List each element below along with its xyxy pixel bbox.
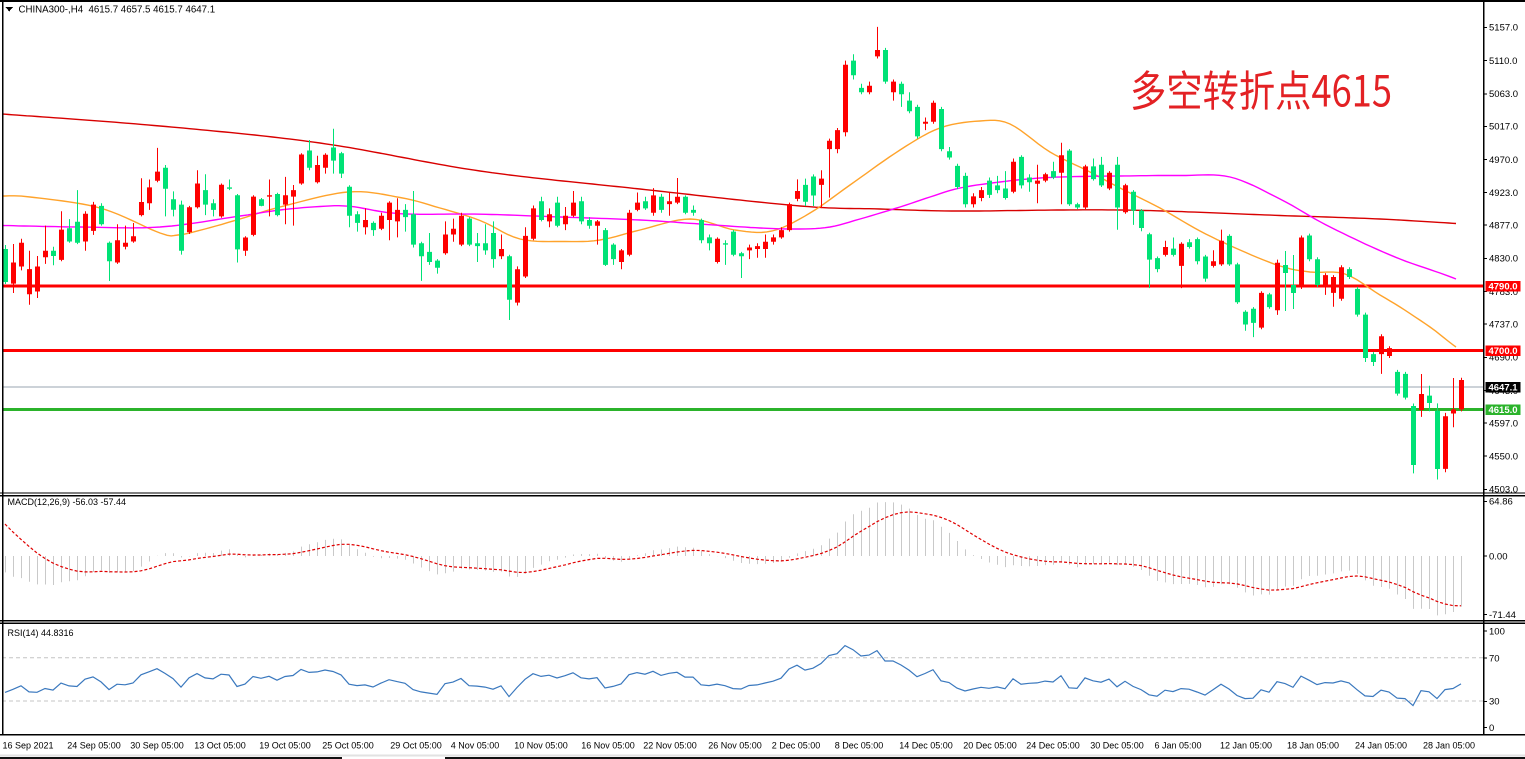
svg-text:22 Nov 05:00: 22 Nov 05:00 <box>643 741 697 751</box>
svg-text:5063.0: 5063.0 <box>1489 89 1518 100</box>
svg-text:25 Oct 05:00: 25 Oct 05:00 <box>322 741 374 751</box>
svg-text:CHINA300-,H4 4615.7 4657.5 46: CHINA300-,H4 4615.7 4657.5 4615.7 4647.1 <box>19 5 216 16</box>
svg-text:24 Dec 05:00: 24 Dec 05:00 <box>1026 741 1080 751</box>
svg-text:24 Jan 05:00: 24 Jan 05:00 <box>1355 741 1407 751</box>
svg-text:4923.0: 4923.0 <box>1489 188 1518 199</box>
svg-text:4615.0: 4615.0 <box>1488 405 1517 416</box>
svg-text:100: 100 <box>1489 626 1505 637</box>
svg-text:20 Dec 05:00: 20 Dec 05:00 <box>963 741 1017 751</box>
svg-text:64.86: 64.86 <box>1489 497 1513 508</box>
svg-text:19 Oct 05:00: 19 Oct 05:00 <box>259 741 311 751</box>
svg-text:4877.0: 4877.0 <box>1489 221 1518 232</box>
svg-text:RSI(14) 44.8316: RSI(14) 44.8316 <box>8 628 74 638</box>
svg-text:16 Nov 05:00: 16 Nov 05:00 <box>581 741 635 751</box>
svg-text:4790.0: 4790.0 <box>1488 281 1517 292</box>
svg-text:5017.0: 5017.0 <box>1489 122 1518 133</box>
svg-text:0.00: 0.00 <box>1489 551 1508 562</box>
svg-text:8 Dec 05:00: 8 Dec 05:00 <box>835 741 884 751</box>
svg-text:4970.0: 4970.0 <box>1489 155 1518 166</box>
svg-text:5110.0: 5110.0 <box>1489 56 1517 67</box>
svg-text:13 Oct 05:00: 13 Oct 05:00 <box>194 741 246 751</box>
svg-text:6 Jan 05:00: 6 Jan 05:00 <box>1154 741 1201 751</box>
svg-text:70: 70 <box>1489 653 1500 664</box>
svg-text:4783.0: 4783.0 <box>1489 287 1518 298</box>
svg-text:30 Dec 05:00: 30 Dec 05:00 <box>1090 741 1144 751</box>
svg-text:28 Jan 05:00: 28 Jan 05:00 <box>1423 741 1475 751</box>
svg-text:30: 30 <box>1489 697 1500 708</box>
svg-text:10 Nov 05:00: 10 Nov 05:00 <box>514 741 568 751</box>
svg-text:4 Nov 05:00: 4 Nov 05:00 <box>451 741 500 751</box>
svg-text:4597.0: 4597.0 <box>1489 418 1518 429</box>
svg-text:-71.44: -71.44 <box>1489 610 1516 621</box>
svg-text:4550.0: 4550.0 <box>1489 452 1518 463</box>
svg-text:16 Sep 2021: 16 Sep 2021 <box>2 741 53 751</box>
svg-text:12 Jan 05:00: 12 Jan 05:00 <box>1220 741 1272 751</box>
svg-text:14 Dec 05:00: 14 Dec 05:00 <box>899 741 953 751</box>
svg-text:5157.0: 5157.0 <box>1489 23 1518 34</box>
svg-text:24 Sep 05:00: 24 Sep 05:00 <box>67 741 121 751</box>
svg-text:4647.1: 4647.1 <box>1488 382 1518 393</box>
svg-text:26 Nov 05:00: 26 Nov 05:00 <box>708 741 762 751</box>
svg-text:4737.0: 4737.0 <box>1489 319 1518 330</box>
svg-text:0: 0 <box>1489 723 1494 734</box>
svg-text:4690.0: 4690.0 <box>1489 353 1518 364</box>
svg-text:2 Dec 05:00: 2 Dec 05:00 <box>772 741 821 751</box>
svg-text:4830.0: 4830.0 <box>1489 254 1518 265</box>
svg-text:18 Jan 05:00: 18 Jan 05:00 <box>1287 741 1339 751</box>
svg-text:4503.0: 4503.0 <box>1489 485 1518 496</box>
svg-text:MACD(12,26,9) -56.03 -57.44: MACD(12,26,9) -56.03 -57.44 <box>8 497 127 507</box>
svg-text:4700.0: 4700.0 <box>1488 346 1517 357</box>
svg-text:30 Sep 05:00: 30 Sep 05:00 <box>130 741 184 751</box>
svg-text:29 Oct 05:00: 29 Oct 05:00 <box>390 741 442 751</box>
